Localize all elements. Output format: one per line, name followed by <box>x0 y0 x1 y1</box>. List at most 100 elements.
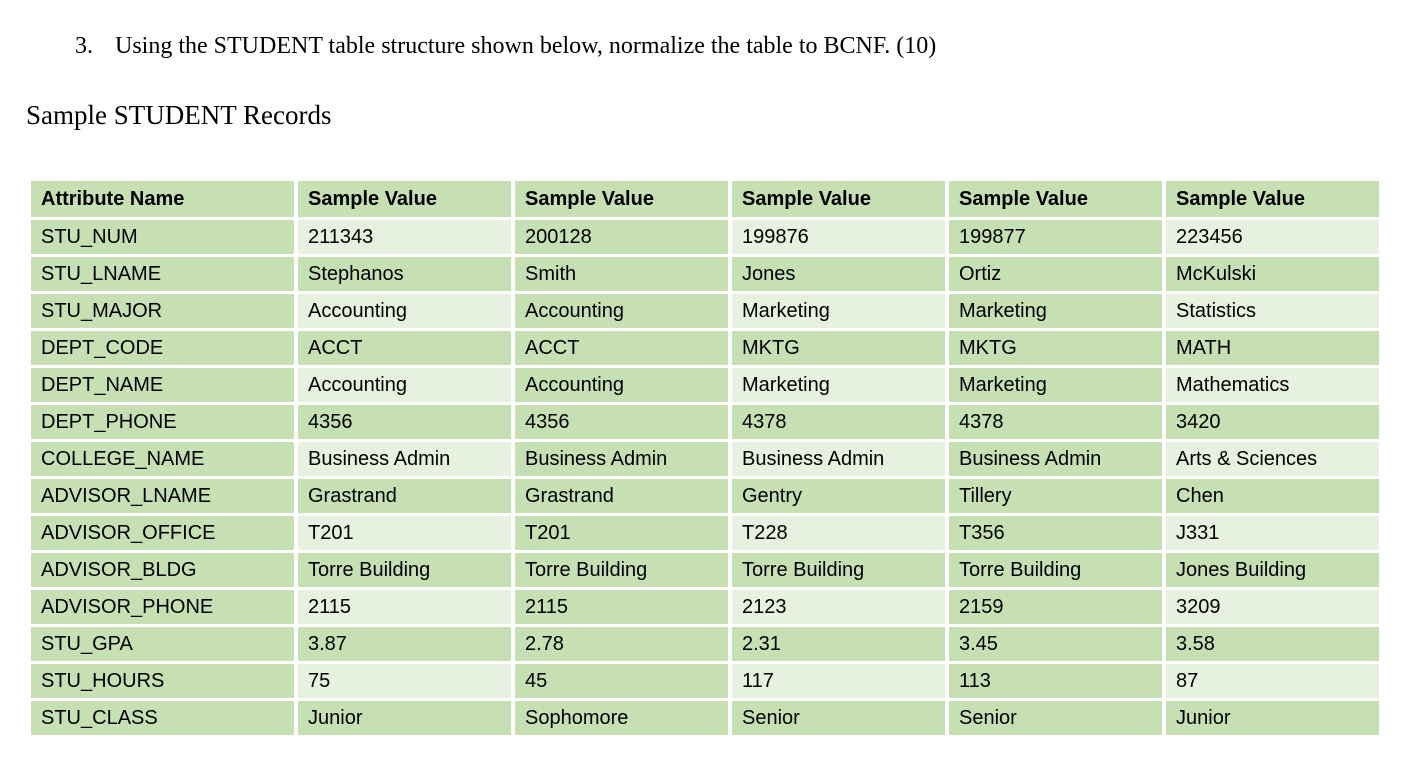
attribute-cell: STU_MAJOR <box>31 294 294 328</box>
question-text: Using the STUDENT table structure shown … <box>115 33 937 59</box>
value-cell: McKulski <box>1166 257 1379 291</box>
value-cell: 113 <box>949 664 1162 698</box>
value-cell: T228 <box>732 516 945 550</box>
value-cell: Grastrand <box>298 479 511 513</box>
value-cell: Marketing <box>949 294 1162 328</box>
attribute-cell: STU_CLASS <box>31 701 294 735</box>
attribute-cell: ADVISOR_OFFICE <box>31 516 294 550</box>
attribute-cell: STU_NUM <box>31 220 294 254</box>
value-cell: Torre Building <box>949 553 1162 587</box>
header-row: Attribute Name Sample Value Sample Value Sa… <box>31 181 1379 217</box>
value-cell: 2115 <box>515 590 728 624</box>
value-cell: Business Admin <box>732 442 945 476</box>
value-cell: Business Admin <box>298 442 511 476</box>
value-cell: 87 <box>1166 664 1379 698</box>
table-row: STU_GPA 3.87 2.78 2.31 3.45 3.58 <box>31 627 1379 661</box>
table-row: STU_MAJOR Accounting Accounting Marketing Ma… <box>31 294 1379 328</box>
table-row: STU_NUM 211343 200128 199876 199877 223456 <box>31 220 1379 254</box>
value-cell: Junior <box>1166 701 1379 735</box>
value-cell: 3420 <box>1166 405 1379 439</box>
value-cell: 4356 <box>298 405 511 439</box>
value-cell: 3.58 <box>1166 627 1379 661</box>
value-cell: Gentry <box>732 479 945 513</box>
value-cell: Grastrand <box>515 479 728 513</box>
value-cell: Arts & Sciences <box>1166 442 1379 476</box>
value-cell: 75 <box>298 664 511 698</box>
value-cell: T201 <box>298 516 511 550</box>
value-cell: Sophomore <box>515 701 728 735</box>
value-cell: 3.87 <box>298 627 511 661</box>
table-row: ADVISOR_BLDG Torre Building Torre Building… <box>31 553 1379 587</box>
sample-value-header: Sample Value <box>1166 181 1379 217</box>
sample-value-header: Sample Value <box>949 181 1162 217</box>
value-cell: 211343 <box>298 220 511 254</box>
attribute-cell: ADVISOR_PHONE <box>31 590 294 624</box>
value-cell: 4378 <box>732 405 945 439</box>
value-cell: ACCT <box>298 331 511 365</box>
table-row: ADVISOR_LNAME Grastrand Grastrand Gentry Til… <box>31 479 1379 513</box>
value-cell: 4378 <box>949 405 1162 439</box>
table-row: STU_LNAME Stephanos Smith Jones Ortiz McKulsk… <box>31 257 1379 291</box>
value-cell: Torre Building <box>515 553 728 587</box>
value-cell: Accounting <box>298 294 511 328</box>
value-cell: T356 <box>949 516 1162 550</box>
table-row: DEPT_PHONE 4356 4356 4378 4378 3420 <box>31 405 1379 439</box>
table-row: DEPT_CODE ACCT ACCT MKTG MKTG MATH <box>31 331 1379 365</box>
question-line: 3. Using the STUDENT table structure sho… <box>75 33 936 60</box>
value-cell: Torre Building <box>298 553 511 587</box>
value-cell: 2115 <box>298 590 511 624</box>
value-cell: Junior <box>298 701 511 735</box>
attribute-cell: STU_LNAME <box>31 257 294 291</box>
value-cell: 2123 <box>732 590 945 624</box>
attribute-cell: DEPT_PHONE <box>31 405 294 439</box>
value-cell: Marketing <box>732 368 945 402</box>
value-cell: Stephanos <box>298 257 511 291</box>
page-title: Sample STUDENT Records <box>26 100 332 130</box>
value-cell: Chen <box>1166 479 1379 513</box>
attribute-cell: DEPT_NAME <box>31 368 294 402</box>
value-cell: 2159 <box>949 590 1162 624</box>
value-cell: 2.78 <box>515 627 728 661</box>
attribute-cell: COLLEGE_NAME <box>31 442 294 476</box>
value-cell: 45 <box>515 664 728 698</box>
value-cell: Jones Building <box>1166 553 1379 587</box>
table-row: ADVISOR_PHONE 2115 2115 2123 2159 3209 <box>31 590 1379 624</box>
value-cell: MKTG <box>732 331 945 365</box>
table-row: COLLEGE_NAME Business Admin Business Admin… <box>31 442 1379 476</box>
table-row: DEPT_NAME Accounting Accounting Marketing Ma… <box>31 368 1379 402</box>
sample-value-header: Sample Value <box>732 181 945 217</box>
value-cell: 199877 <box>949 220 1162 254</box>
value-cell: ACCT <box>515 331 728 365</box>
student-records-table: Attribute Name Sample Value Sample Value Sa… <box>27 178 1383 738</box>
value-cell: J331 <box>1166 516 1379 550</box>
value-cell: Marketing <box>949 368 1162 402</box>
value-cell: Ortiz <box>949 257 1162 291</box>
value-cell: Jones <box>732 257 945 291</box>
value-cell: Mathematics <box>1166 368 1379 402</box>
value-cell: Accounting <box>298 368 511 402</box>
value-cell: 117 <box>732 664 945 698</box>
value-cell: Business Admin <box>515 442 728 476</box>
sample-value-header: Sample Value <box>515 181 728 217</box>
value-cell: Smith <box>515 257 728 291</box>
question-number: 3. <box>75 33 93 59</box>
value-cell: 2.31 <box>732 627 945 661</box>
value-cell: Accounting <box>515 294 728 328</box>
table-row: ADVISOR_OFFICE T201 T201 T228 T356 J331 <box>31 516 1379 550</box>
value-cell: T201 <box>515 516 728 550</box>
value-cell: 3.45 <box>949 627 1162 661</box>
table-row: STU_HOURS 75 45 117 113 87 <box>31 664 1379 698</box>
value-cell: Senior <box>732 701 945 735</box>
value-cell: Senior <box>949 701 1162 735</box>
value-cell: Marketing <box>732 294 945 328</box>
attribute-cell: ADVISOR_LNAME <box>31 479 294 513</box>
table-row: STU_CLASS Junior Sophomore Senior Senior Juni… <box>31 701 1379 735</box>
value-cell: 223456 <box>1166 220 1379 254</box>
value-cell: 200128 <box>515 220 728 254</box>
value-cell: 199876 <box>732 220 945 254</box>
attribute-cell: DEPT_CODE <box>31 331 294 365</box>
value-cell: 4356 <box>515 405 728 439</box>
value-cell: 3209 <box>1166 590 1379 624</box>
attribute-cell: STU_HOURS <box>31 664 294 698</box>
value-cell: Torre Building <box>732 553 945 587</box>
